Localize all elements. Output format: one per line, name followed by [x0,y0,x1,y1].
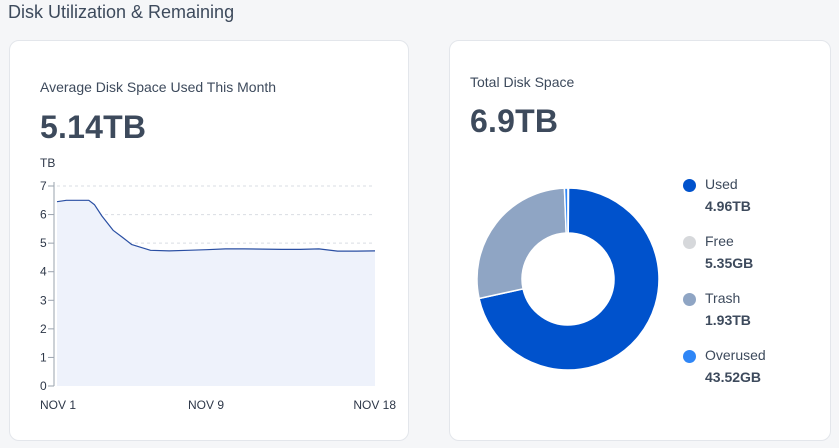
y-tick-label: 3 [40,293,47,307]
avg-disk-card: Average Disk Space Used This Month 5.14T… [9,40,409,441]
legend-value: 1.93TB [705,312,751,328]
legend-name: Free [705,233,734,249]
donut-legend: Used 4.96TB Free 5.35GB Trash 1.93TB Ove… [683,175,823,403]
total-disk-label: Total Disk Space [470,74,575,90]
y-tick-label: 5 [40,236,47,250]
legend-name: Overused [705,347,766,363]
series-line [56,199,376,252]
total-disk-value: 6.9TB [470,103,559,139]
area-fill [57,200,375,386]
legend-item-trash[interactable]: Trash 1.93TB [683,289,823,346]
legend-value: 43.52GB [705,369,762,385]
y-tick-label: 4 [40,265,47,279]
disk-space-donut-chart [476,187,660,371]
legend-dot-trash [683,293,696,306]
y-tick-label: 2 [40,322,47,336]
legend-item-used[interactable]: Used 4.96TB [683,175,823,232]
legend-name: Used [705,176,738,192]
legend-item-free[interactable]: Free 5.35GB [683,232,823,289]
y-tick-label: 7 [40,179,47,193]
y-tick-label: 6 [40,208,47,222]
avg-disk-label: Average Disk Space Used This Month [40,79,277,95]
donut-slice-trash[interactable] [476,187,567,300]
legend-dot-free [683,236,696,249]
y-tick-label: 1 [40,350,47,364]
total-disk-card: Total Disk Space 6.9TB Used 4.96TB Free … [449,40,831,441]
legend-value: 5.35GB [705,255,754,271]
x-tick-label: NOV 9 [188,398,224,412]
legend-name: Trash [705,290,741,306]
avg-disk-value: 5.14TB [40,109,147,145]
disk-usage-area-chart: TB 0 1 2 3 4 5 6 7 NOV 1 NOV 9 NOV 18 [40,156,396,412]
donut-slice-used[interactable] [478,187,660,371]
x-tick-label: NOV 1 [40,398,76,412]
y-axis-unit-label: TB [40,156,55,170]
legend-dot-overused [683,350,696,363]
legend-dot-used [683,179,696,192]
section-title: Disk Utilization & Remaining [8,2,235,22]
y-tick-label: 0 [40,379,47,393]
legend-item-overused[interactable]: Overused 43.52GB [683,346,823,403]
legend-value: 4.96TB [705,198,751,214]
x-tick-label: NOV 18 [353,398,396,412]
